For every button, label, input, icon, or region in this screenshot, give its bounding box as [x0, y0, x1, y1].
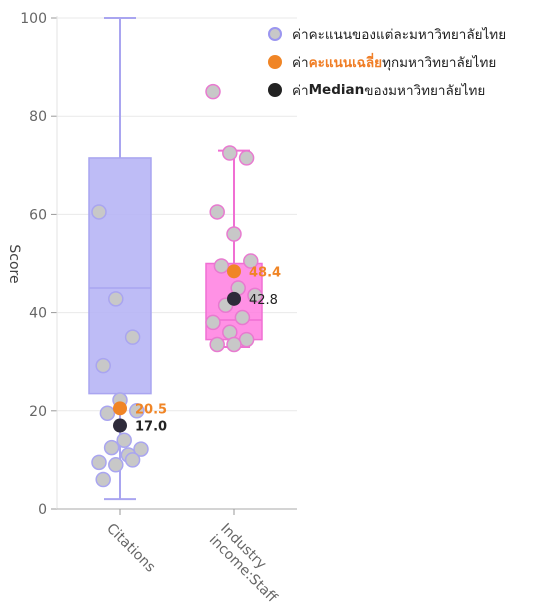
mean-value-label: 48.4	[249, 265, 281, 280]
mean-marker	[227, 264, 241, 279]
median-marker	[113, 418, 127, 433]
legend-highlight: คะแนนเฉลี่ย	[308, 55, 383, 71]
box-1	[205, 83, 263, 353]
data-point	[116, 432, 132, 449]
legend-prefix: ค่า	[292, 83, 309, 99]
data-point	[103, 439, 120, 456]
data-point	[247, 287, 263, 304]
y-tick-label: 20	[29, 404, 47, 420]
median-marker	[227, 291, 241, 306]
data-point	[209, 204, 225, 220]
data-point	[205, 83, 221, 100]
data-point	[234, 309, 251, 326]
legend: ค่าคะแนนของแต่ละมหาวิทยาลัยไทย ค่า คะแนนเ…	[268, 20, 556, 104]
legend-item-mean[interactable]: ค่า คะแนนเฉลี่ย ทุกมหาวิทยาลัยไทย	[268, 48, 556, 76]
y-tick-label: 0	[38, 502, 47, 518]
x-tick-label-line: Citations	[103, 521, 158, 576]
data-point	[108, 291, 124, 307]
y-axis: 0 20 40 60 80 100	[20, 11, 58, 518]
data-point	[133, 441, 149, 457]
legend-bold: Median	[308, 82, 365, 98]
data-point	[91, 454, 107, 471]
data-point	[99, 405, 116, 422]
data-point	[124, 452, 141, 468]
legend-marker-orange	[268, 55, 282, 69]
box-0	[88, 17, 152, 501]
data-point	[95, 357, 111, 374]
y-tick-label: 60	[29, 207, 47, 223]
data-point	[91, 204, 107, 220]
legend-prefix: ค่า	[292, 55, 309, 71]
y-axis-label: Score	[6, 244, 22, 283]
data-point	[238, 150, 255, 166]
legend-marker-black	[268, 83, 282, 97]
y-tick-label: 100	[20, 11, 47, 27]
legend-item-median[interactable]: ค่า Median ของมหาวิทยาลัยไทย	[268, 76, 556, 104]
data-point	[129, 403, 145, 419]
data-point	[95, 471, 111, 488]
legend-suffix: ทุกมหาวิทยาลัยไทย	[382, 55, 497, 71]
data-point	[209, 336, 225, 353]
summary-markers: 20.5 17.0 48.4 42.8	[113, 264, 281, 435]
x-tick-label: Citations	[103, 521, 158, 576]
data-point	[205, 314, 221, 331]
y-tick-label: 80	[29, 109, 47, 125]
box-iqr	[88, 157, 152, 395]
box-series	[88, 17, 263, 501]
legend-label: ค่าคะแนนของแต่ละมหาวิทยาลัยไทย	[292, 27, 507, 43]
median-value-label: 42.8	[249, 293, 278, 308]
data-point	[243, 253, 259, 269]
data-point	[226, 226, 242, 242]
data-point	[108, 457, 124, 473]
legend-suffix: ของมหาวิทยาลัยไทย	[364, 83, 486, 99]
data-point	[222, 145, 238, 161]
median-value-label: 17.0	[135, 420, 167, 435]
data-point	[213, 258, 230, 274]
mean-marker	[113, 401, 127, 416]
legend-item-university-score[interactable]: ค่าคะแนนของแต่ละมหาวิทยาลัยไทย	[268, 20, 556, 48]
mean-value-label: 20.5	[135, 402, 167, 417]
legend-marker-gray	[268, 27, 282, 41]
y-tick-label: 40	[29, 306, 47, 322]
data-point	[124, 329, 141, 345]
data-point	[226, 336, 242, 353]
